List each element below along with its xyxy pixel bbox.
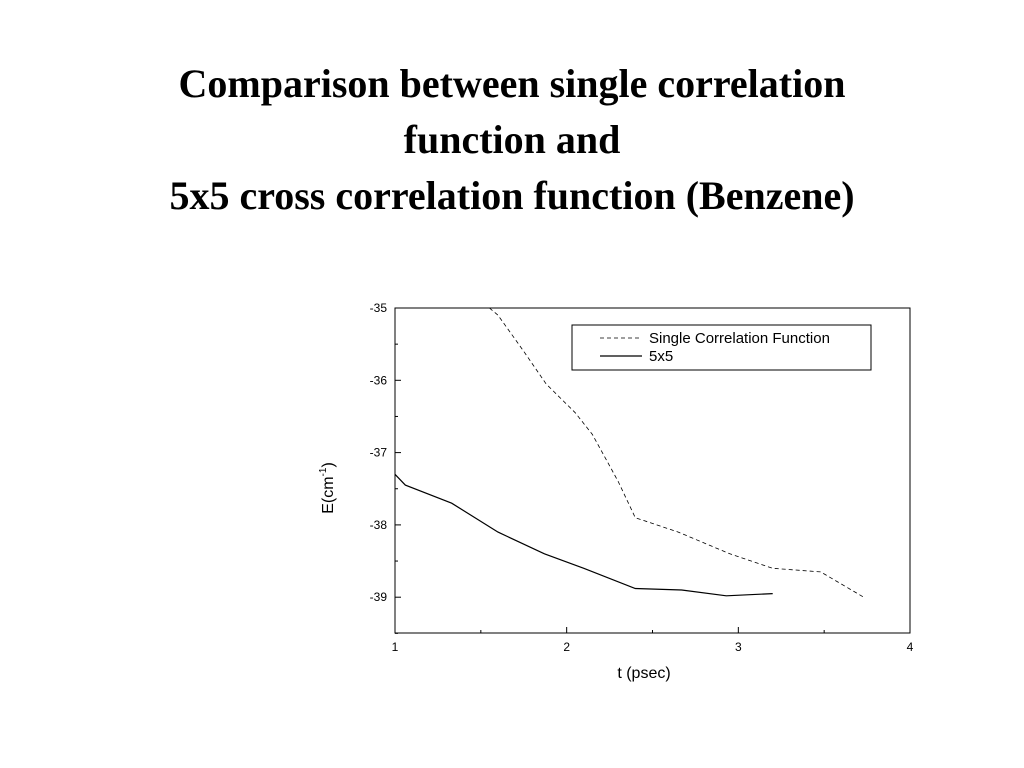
y-tick-label: -35 — [370, 301, 388, 315]
y-tick-label: -36 — [370, 373, 388, 387]
y-tick-label: -38 — [370, 518, 388, 532]
slide-title-line-1: Comparison between single correlation — [178, 61, 846, 106]
y-axis-label-superscript: -1 — [318, 467, 329, 476]
slide-title-line-2: function and — [403, 117, 621, 162]
y-tick-label: -39 — [370, 590, 388, 604]
series-layer — [394, 307, 864, 598]
x-axis-label: t (psec) — [617, 665, 670, 682]
y-tick-label: -37 — [370, 446, 388, 460]
series-line-5x5 — [394, 473, 773, 597]
y-axis-label: E(cm-1) — [318, 462, 337, 514]
slide-title: Comparison between single correlation fu… — [0, 56, 1024, 224]
x-tick-label: 4 — [907, 640, 914, 654]
x-tick-label: 2 — [563, 640, 570, 654]
y-axis-label-main: E(cm — [320, 476, 337, 513]
x-tick-label: 3 — [735, 640, 742, 654]
legend-label-single-correlation: Single Correlation Function — [649, 330, 830, 347]
legend-box — [571, 324, 872, 371]
y-axis-label-close: ) — [320, 462, 337, 467]
legend-label-5x5: 5x5 — [649, 348, 673, 365]
y-axis: -35 -36 -37 -38 -39 — [370, 301, 401, 634]
series-line-single-correlation — [489, 307, 864, 598]
slide-title-line-3: 5x5 cross correlation function (Benzene) — [169, 173, 855, 218]
x-tick-label: 1 — [392, 640, 399, 654]
legend: Single Correlation Function 5x5 — [571, 324, 872, 371]
x-axis: 1 2 3 4 — [392, 627, 914, 654]
